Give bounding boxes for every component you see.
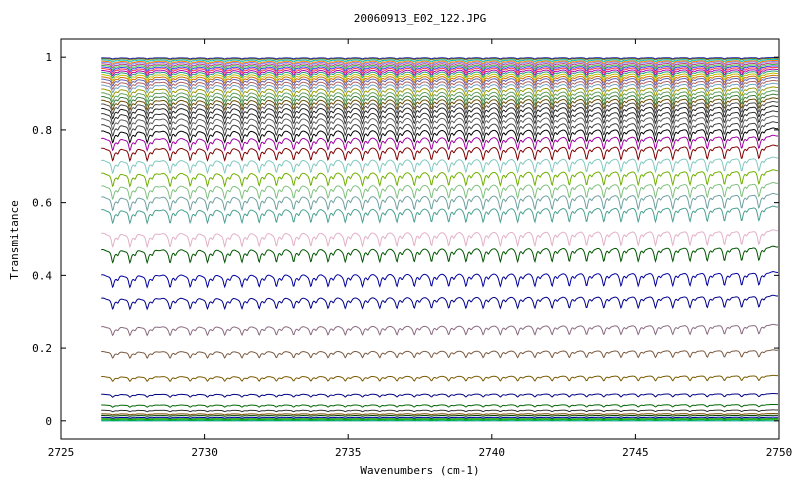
series-line-3 [101,416,778,419]
series-line-10 [101,349,778,360]
y-tick-label: 0 [45,415,52,428]
series-line-29 [101,97,778,111]
series-line-13 [101,271,778,289]
x-tick-label: 2730 [191,446,218,459]
series-line-48 [101,57,778,60]
series-line-41 [101,65,778,73]
series-line-4 [101,414,778,417]
series-line-19 [101,169,778,188]
series-line-15 [101,229,778,249]
series-line-21 [101,144,778,163]
series-line-27 [101,105,778,120]
series-line-6 [101,409,778,413]
series-layer [101,57,778,422]
y-axis-label: Transmitance [8,200,21,279]
series-line-44 [101,61,778,67]
series-line-25 [101,115,778,132]
series-line-37 [101,72,778,82]
series-line-35 [101,76,778,87]
y-tick-label: 0.4 [32,269,52,282]
series-line-39 [101,68,778,77]
series-line-43 [101,62,778,69]
series-line-28 [101,100,778,116]
y-tick-label: 0.8 [32,124,52,137]
series-line-18 [101,182,778,201]
series-line-16 [101,205,778,225]
series-line-12 [101,294,778,311]
series-line-11 [101,323,778,337]
series-line-32 [101,86,778,99]
series-line-7 [101,403,778,408]
y-tick-label: 0.6 [32,197,52,210]
y-tick-label: 0.2 [32,342,52,355]
series-line-31 [101,90,778,103]
series-line-33 [101,82,778,94]
x-tick-label: 2740 [479,446,506,459]
series-line-46 [101,58,778,63]
chart-title: 20060913_E02_122.JPG [354,12,486,25]
series-line-8 [101,393,778,398]
series-line-17 [101,192,778,213]
x-tick-label: 2745 [622,446,649,459]
axes-layer: 2725 2730 2735 2740 2745 2750 0 0.2 0.4 0.6 0.8 1 [32,38,793,459]
series-line-20 [101,156,778,175]
series-line-5 [101,413,778,416]
series-line-26 [101,110,778,126]
series-line-38 [101,70,778,79]
series-line-23 [101,127,778,145]
series-line-45 [101,59,778,65]
series-line-47 [101,57,778,61]
series-line-14 [101,245,778,265]
x-tick-label: 2750 [766,446,793,459]
series-line-40 [101,66,778,75]
series-line-9 [101,374,778,383]
series-line-22 [101,134,778,152]
series-line-30 [101,93,778,107]
series-line-34 [101,79,778,91]
y-tick-label: 1 [45,51,52,64]
x-axis-label: Wavenumbers (cm-1) [360,464,479,477]
series-line-36 [101,74,778,84]
x-tick-label: 2725 [48,446,75,459]
series-line-42 [101,63,778,71]
x-tick-label: 2735 [335,446,362,459]
series-line-24 [101,121,778,138]
plot-frame [60,38,780,440]
